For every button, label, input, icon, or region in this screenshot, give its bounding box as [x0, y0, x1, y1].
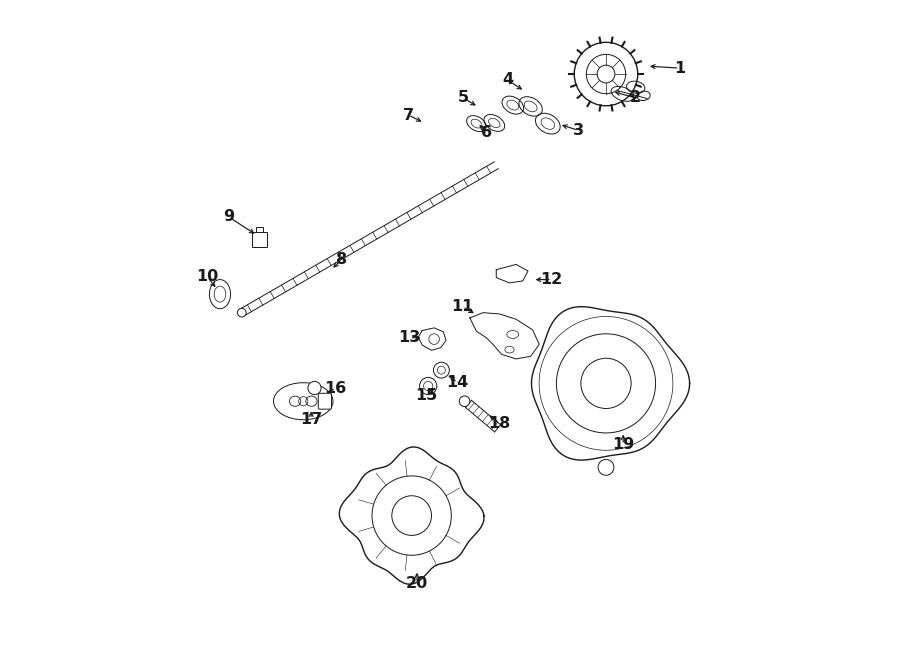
FancyBboxPatch shape — [319, 393, 331, 409]
Text: 18: 18 — [489, 416, 510, 430]
Circle shape — [459, 396, 470, 407]
Text: 16: 16 — [325, 381, 346, 395]
Text: 19: 19 — [612, 438, 634, 452]
Text: 5: 5 — [458, 91, 469, 105]
Ellipse shape — [274, 383, 333, 420]
Polygon shape — [339, 447, 484, 584]
Text: 17: 17 — [300, 412, 322, 426]
Polygon shape — [418, 328, 446, 350]
Ellipse shape — [542, 118, 554, 129]
FancyBboxPatch shape — [252, 232, 267, 247]
Text: 4: 4 — [502, 73, 513, 87]
FancyBboxPatch shape — [256, 227, 263, 232]
Text: 9: 9 — [223, 210, 234, 224]
Circle shape — [238, 308, 246, 317]
Ellipse shape — [525, 101, 536, 112]
Text: 7: 7 — [403, 108, 414, 122]
Circle shape — [308, 381, 321, 395]
Text: 15: 15 — [415, 389, 437, 403]
Text: 10: 10 — [196, 270, 219, 284]
Circle shape — [434, 362, 449, 378]
Text: 6: 6 — [482, 125, 492, 139]
Text: 8: 8 — [336, 253, 347, 267]
Ellipse shape — [472, 120, 482, 128]
Text: 1: 1 — [674, 61, 685, 75]
Text: 11: 11 — [452, 299, 473, 314]
Text: 2: 2 — [629, 91, 641, 105]
Text: 3: 3 — [572, 123, 584, 137]
Polygon shape — [496, 264, 528, 283]
Text: 12: 12 — [541, 272, 562, 287]
Circle shape — [419, 377, 436, 395]
Polygon shape — [532, 307, 689, 460]
Circle shape — [598, 459, 614, 475]
Text: 14: 14 — [446, 375, 468, 390]
Ellipse shape — [489, 118, 500, 128]
Ellipse shape — [508, 100, 518, 110]
Text: 13: 13 — [399, 330, 421, 345]
Text: 20: 20 — [406, 576, 428, 590]
